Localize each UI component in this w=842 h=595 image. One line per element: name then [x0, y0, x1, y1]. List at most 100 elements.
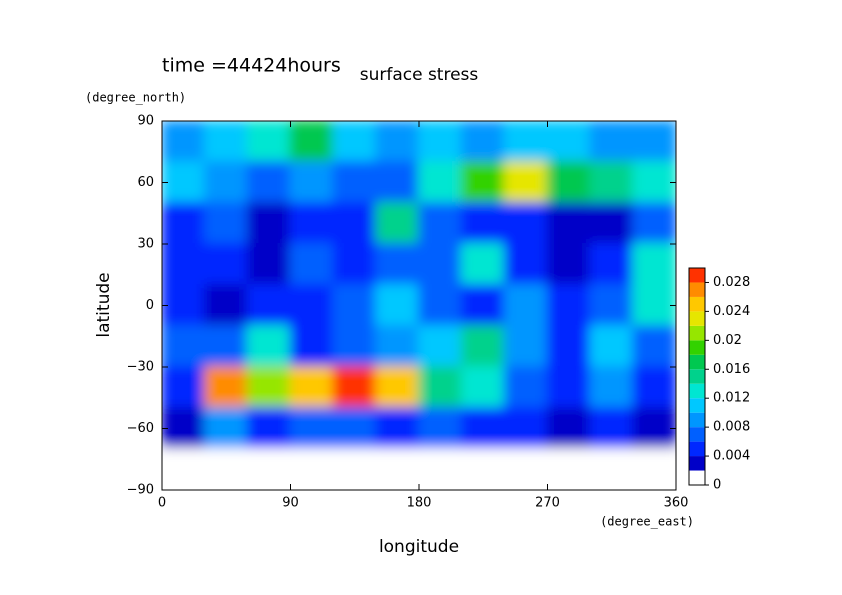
y-label: latitude	[94, 272, 114, 337]
cell	[632, 121, 676, 163]
colorbar-segment	[689, 268, 705, 283]
y-tick-label: 60	[137, 175, 154, 190]
colorbar-segment	[689, 412, 705, 428]
cell	[546, 161, 592, 204]
y-tick-label: 30	[137, 237, 154, 252]
colorbar-segment	[689, 369, 705, 384]
cell	[289, 284, 335, 327]
cell	[162, 448, 206, 490]
cell	[589, 366, 635, 409]
cell	[503, 202, 549, 245]
cell	[375, 407, 420, 450]
cell	[203, 325, 249, 368]
colorbar-segment	[689, 340, 705, 355]
cell	[375, 121, 420, 163]
colorbar-segment	[689, 398, 705, 413]
cell	[418, 243, 463, 286]
cell	[632, 161, 676, 204]
x-label: longitude	[379, 537, 459, 557]
x-tick-label: 180	[407, 496, 432, 511]
cell	[546, 407, 592, 450]
cell	[375, 325, 420, 368]
cell	[460, 407, 506, 450]
cell	[203, 202, 249, 245]
cell	[460, 448, 506, 490]
colorbar-segment	[689, 427, 705, 442]
colorbar-segment	[689, 441, 705, 457]
cell	[375, 202, 420, 245]
cell	[589, 325, 635, 368]
cell	[375, 448, 420, 490]
y-tick-label: −60	[127, 421, 154, 436]
cells	[162, 121, 676, 490]
cell	[203, 366, 249, 409]
cell	[289, 366, 335, 409]
cell	[460, 325, 506, 368]
cell	[589, 121, 635, 163]
cell	[503, 366, 549, 409]
colorbar-segment	[689, 354, 705, 370]
cell	[632, 243, 676, 286]
y-tick-label: −90	[127, 483, 154, 498]
cell	[332, 121, 378, 163]
x-unit: (degree_east)	[600, 515, 694, 529]
colorbar-tick-label: 0	[713, 478, 721, 493]
cell	[162, 202, 206, 245]
cell	[460, 121, 506, 163]
cell	[162, 284, 206, 327]
cell	[460, 161, 506, 204]
cell	[418, 121, 463, 163]
cell	[503, 161, 549, 204]
cell	[162, 366, 206, 409]
colorbar-segment	[689, 282, 705, 297]
colorbar-tick-label: 0.024	[713, 304, 750, 319]
cell	[375, 161, 420, 204]
colorbar-segment	[689, 311, 705, 326]
chart-title: surface stress	[360, 65, 479, 85]
cell	[589, 407, 635, 450]
cell	[632, 448, 676, 490]
cell	[246, 202, 292, 245]
cell	[162, 243, 206, 286]
cell	[162, 325, 206, 368]
cell	[246, 325, 292, 368]
cell	[460, 284, 506, 327]
cell	[332, 161, 378, 204]
x-tick-label: 90	[282, 496, 299, 511]
cell	[246, 366, 292, 409]
cell	[503, 448, 549, 490]
field	[162, 121, 676, 490]
cell	[289, 243, 335, 286]
colorbar-tick-label: 0.004	[713, 449, 750, 464]
y-tick-label: −30	[127, 360, 154, 375]
cell	[632, 407, 676, 450]
cell	[332, 407, 378, 450]
cell	[203, 243, 249, 286]
cell	[418, 448, 463, 490]
cell	[460, 366, 506, 409]
y-tick-label: 90	[137, 114, 154, 129]
cell	[203, 161, 249, 204]
x-tick-label: 360	[664, 496, 689, 511]
cell	[289, 202, 335, 245]
colorbar-segment	[689, 383, 705, 399]
cell	[332, 366, 378, 409]
cell	[246, 448, 292, 490]
cell	[418, 202, 463, 245]
cell	[332, 284, 378, 327]
cell	[246, 407, 292, 450]
cell	[289, 407, 335, 450]
cell	[546, 284, 592, 327]
cell	[246, 243, 292, 286]
colorbar-tick-label: 0.008	[713, 420, 750, 435]
colorbar-segment	[689, 296, 705, 312]
cell	[503, 284, 549, 327]
cell	[375, 243, 420, 286]
cell	[203, 121, 249, 163]
cell	[546, 325, 592, 368]
cell	[289, 448, 335, 490]
colorbar-tick-label: 0.028	[713, 275, 750, 290]
y-tick-label: 0	[146, 298, 154, 313]
cell	[418, 161, 463, 204]
